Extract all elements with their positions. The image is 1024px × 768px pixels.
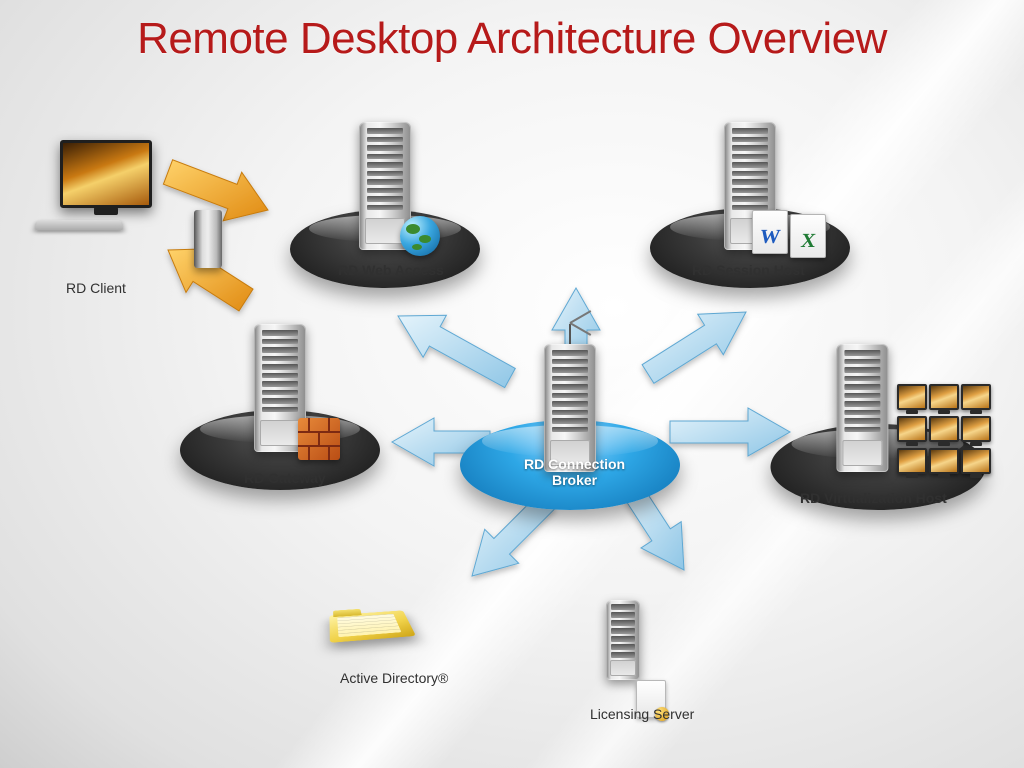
server-small-icon — [606, 600, 640, 680]
page-title: Remote Desktop Architecture Overview — [0, 14, 1024, 64]
rd-web-access-node — [290, 108, 480, 288]
client-tower-icon — [194, 210, 222, 268]
ad-folder-icon — [329, 610, 416, 642]
active-directory-node — [330, 600, 450, 670]
firewall-icon — [298, 418, 340, 460]
rd-virtualization-host-node — [770, 330, 985, 510]
server-icon — [836, 344, 888, 472]
word-doc-icon: W — [752, 210, 788, 254]
client-monitor-icon — [60, 140, 152, 208]
licensing-server-label: Licensing Server — [590, 706, 694, 722]
server-icon — [544, 344, 596, 472]
rd-session-host-label: RD Session Host — [692, 262, 805, 278]
rd-client-label: RD Client — [66, 280, 126, 296]
vm-monitor-grid — [897, 384, 989, 476]
active-directory-label: Active Directory® — [340, 670, 448, 686]
rd-client-node — [50, 140, 190, 260]
excel-doc-icon: X — [790, 214, 826, 258]
rd-virtualization-host-label: RD Virtualization Host — [800, 490, 947, 506]
rd-gateway-node — [180, 310, 380, 490]
rd-gateway-label: RD Gateway — [244, 470, 326, 486]
licensing-server-node — [606, 600, 686, 700]
antenna-icon — [569, 324, 571, 344]
rd-connection-broker-label: RD Connection Broker — [524, 456, 625, 488]
client-keyboard-icon — [34, 220, 123, 230]
rd-session-host-node: W X — [650, 108, 850, 288]
globe-icon — [400, 216, 440, 256]
rd-web-access-label: RD Web Access — [338, 262, 444, 278]
